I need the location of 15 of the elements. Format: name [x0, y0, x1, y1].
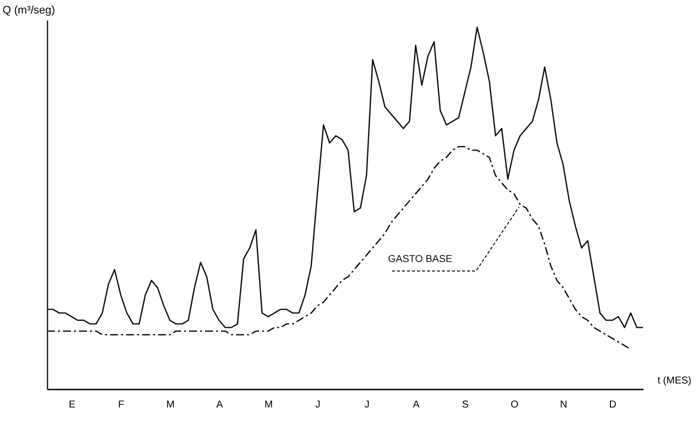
- x-tick-label: N: [560, 400, 568, 410]
- y-axis-title: Q (m³/seg): [2, 4, 56, 16]
- x-tick-label: M: [264, 400, 273, 410]
- x-tick-label: S: [462, 400, 469, 410]
- x-tick-label: F: [118, 400, 124, 410]
- x-tick-label: A: [412, 400, 420, 410]
- x-tick-label: J: [364, 400, 370, 410]
- x-tick-label: D: [609, 400, 616, 410]
- annotation: GASTO BASE: [388, 254, 452, 265]
- x-tick-label: J: [315, 400, 320, 410]
- x-tick-label: E: [68, 400, 76, 410]
- x-tick-label: O: [510, 400, 519, 410]
- x-axis-title: t (MES): [658, 376, 692, 386]
- x-tick-label: M: [166, 400, 175, 410]
- x-tick-label: A: [216, 400, 224, 410]
